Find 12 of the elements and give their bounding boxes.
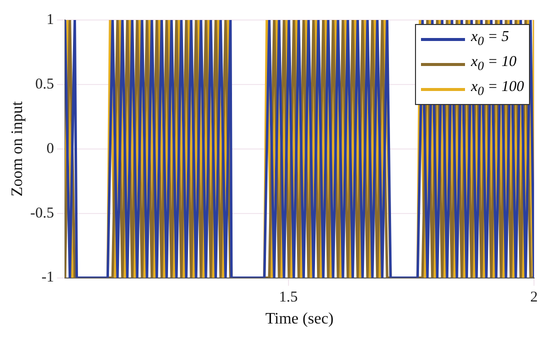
y-tick-label: 0.5 (35, 76, 54, 92)
legend-label: x$_{0}$ = 10 (470, 53, 516, 75)
legend-label: x$_{0}$ = 5 (470, 28, 509, 50)
y-tick-label: -0.5 (30, 205, 54, 222)
y-axis-title: Zoom on input (8, 100, 26, 196)
y-tick-label: 0 (46, 140, 54, 157)
x-tick-label: 1.5 (279, 290, 298, 306)
y-tick-label: 1 (46, 12, 54, 28)
legend-label: x$_{0}$ = 100 (470, 78, 524, 100)
x-tick-label: 2 (530, 290, 538, 306)
x-axis-title: Time (sec) (265, 310, 334, 328)
y-tick-label: -1 (41, 270, 54, 286)
